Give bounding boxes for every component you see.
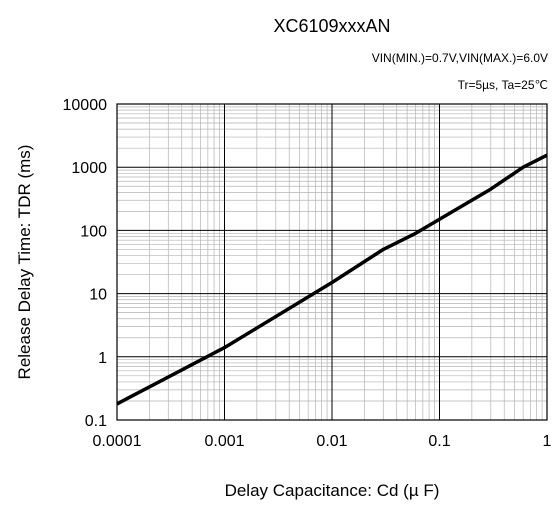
- minor-grid: [117, 104, 547, 420]
- y-tick-label: 100: [80, 223, 107, 240]
- plot-frame: [116, 103, 548, 421]
- x-tick-label: 1: [543, 433, 552, 450]
- chart-subtitle-line-1: VIN(MIN.)=0.7V,VIN(MAX.)=6.0V: [372, 51, 548, 65]
- y-tick-label: 10000: [63, 97, 108, 114]
- x-tick-label: 0.0001: [93, 433, 142, 450]
- x-axis-label: Delay Capacitance: Cd (µ F): [225, 481, 440, 500]
- series-line: [116, 153, 548, 406]
- y-tick-labels: 0.1 1 10 100 1000 10000: [63, 97, 108, 430]
- y-tick-label: 1: [98, 350, 107, 367]
- chart-subtitle-line-2: Tr=5µs, Ta=25℃: [458, 78, 548, 92]
- y-tick-label: 1000: [71, 160, 107, 177]
- x-tick-label: 0.1: [428, 433, 450, 450]
- x-tick-label: 0.001: [204, 433, 244, 450]
- y-tick-label: 0.1: [85, 413, 107, 430]
- x-tick-label: 0.01: [316, 433, 347, 450]
- chart-title: XC6109xxxAN: [273, 16, 390, 36]
- y-axis-label: Release Delay Time: TDR (ms): [15, 145, 34, 380]
- series-layer: [116, 153, 548, 406]
- y-tick-label: 10: [89, 287, 107, 304]
- x-tick-labels: 0.0001 0.001 0.01 0.1 1: [93, 433, 552, 450]
